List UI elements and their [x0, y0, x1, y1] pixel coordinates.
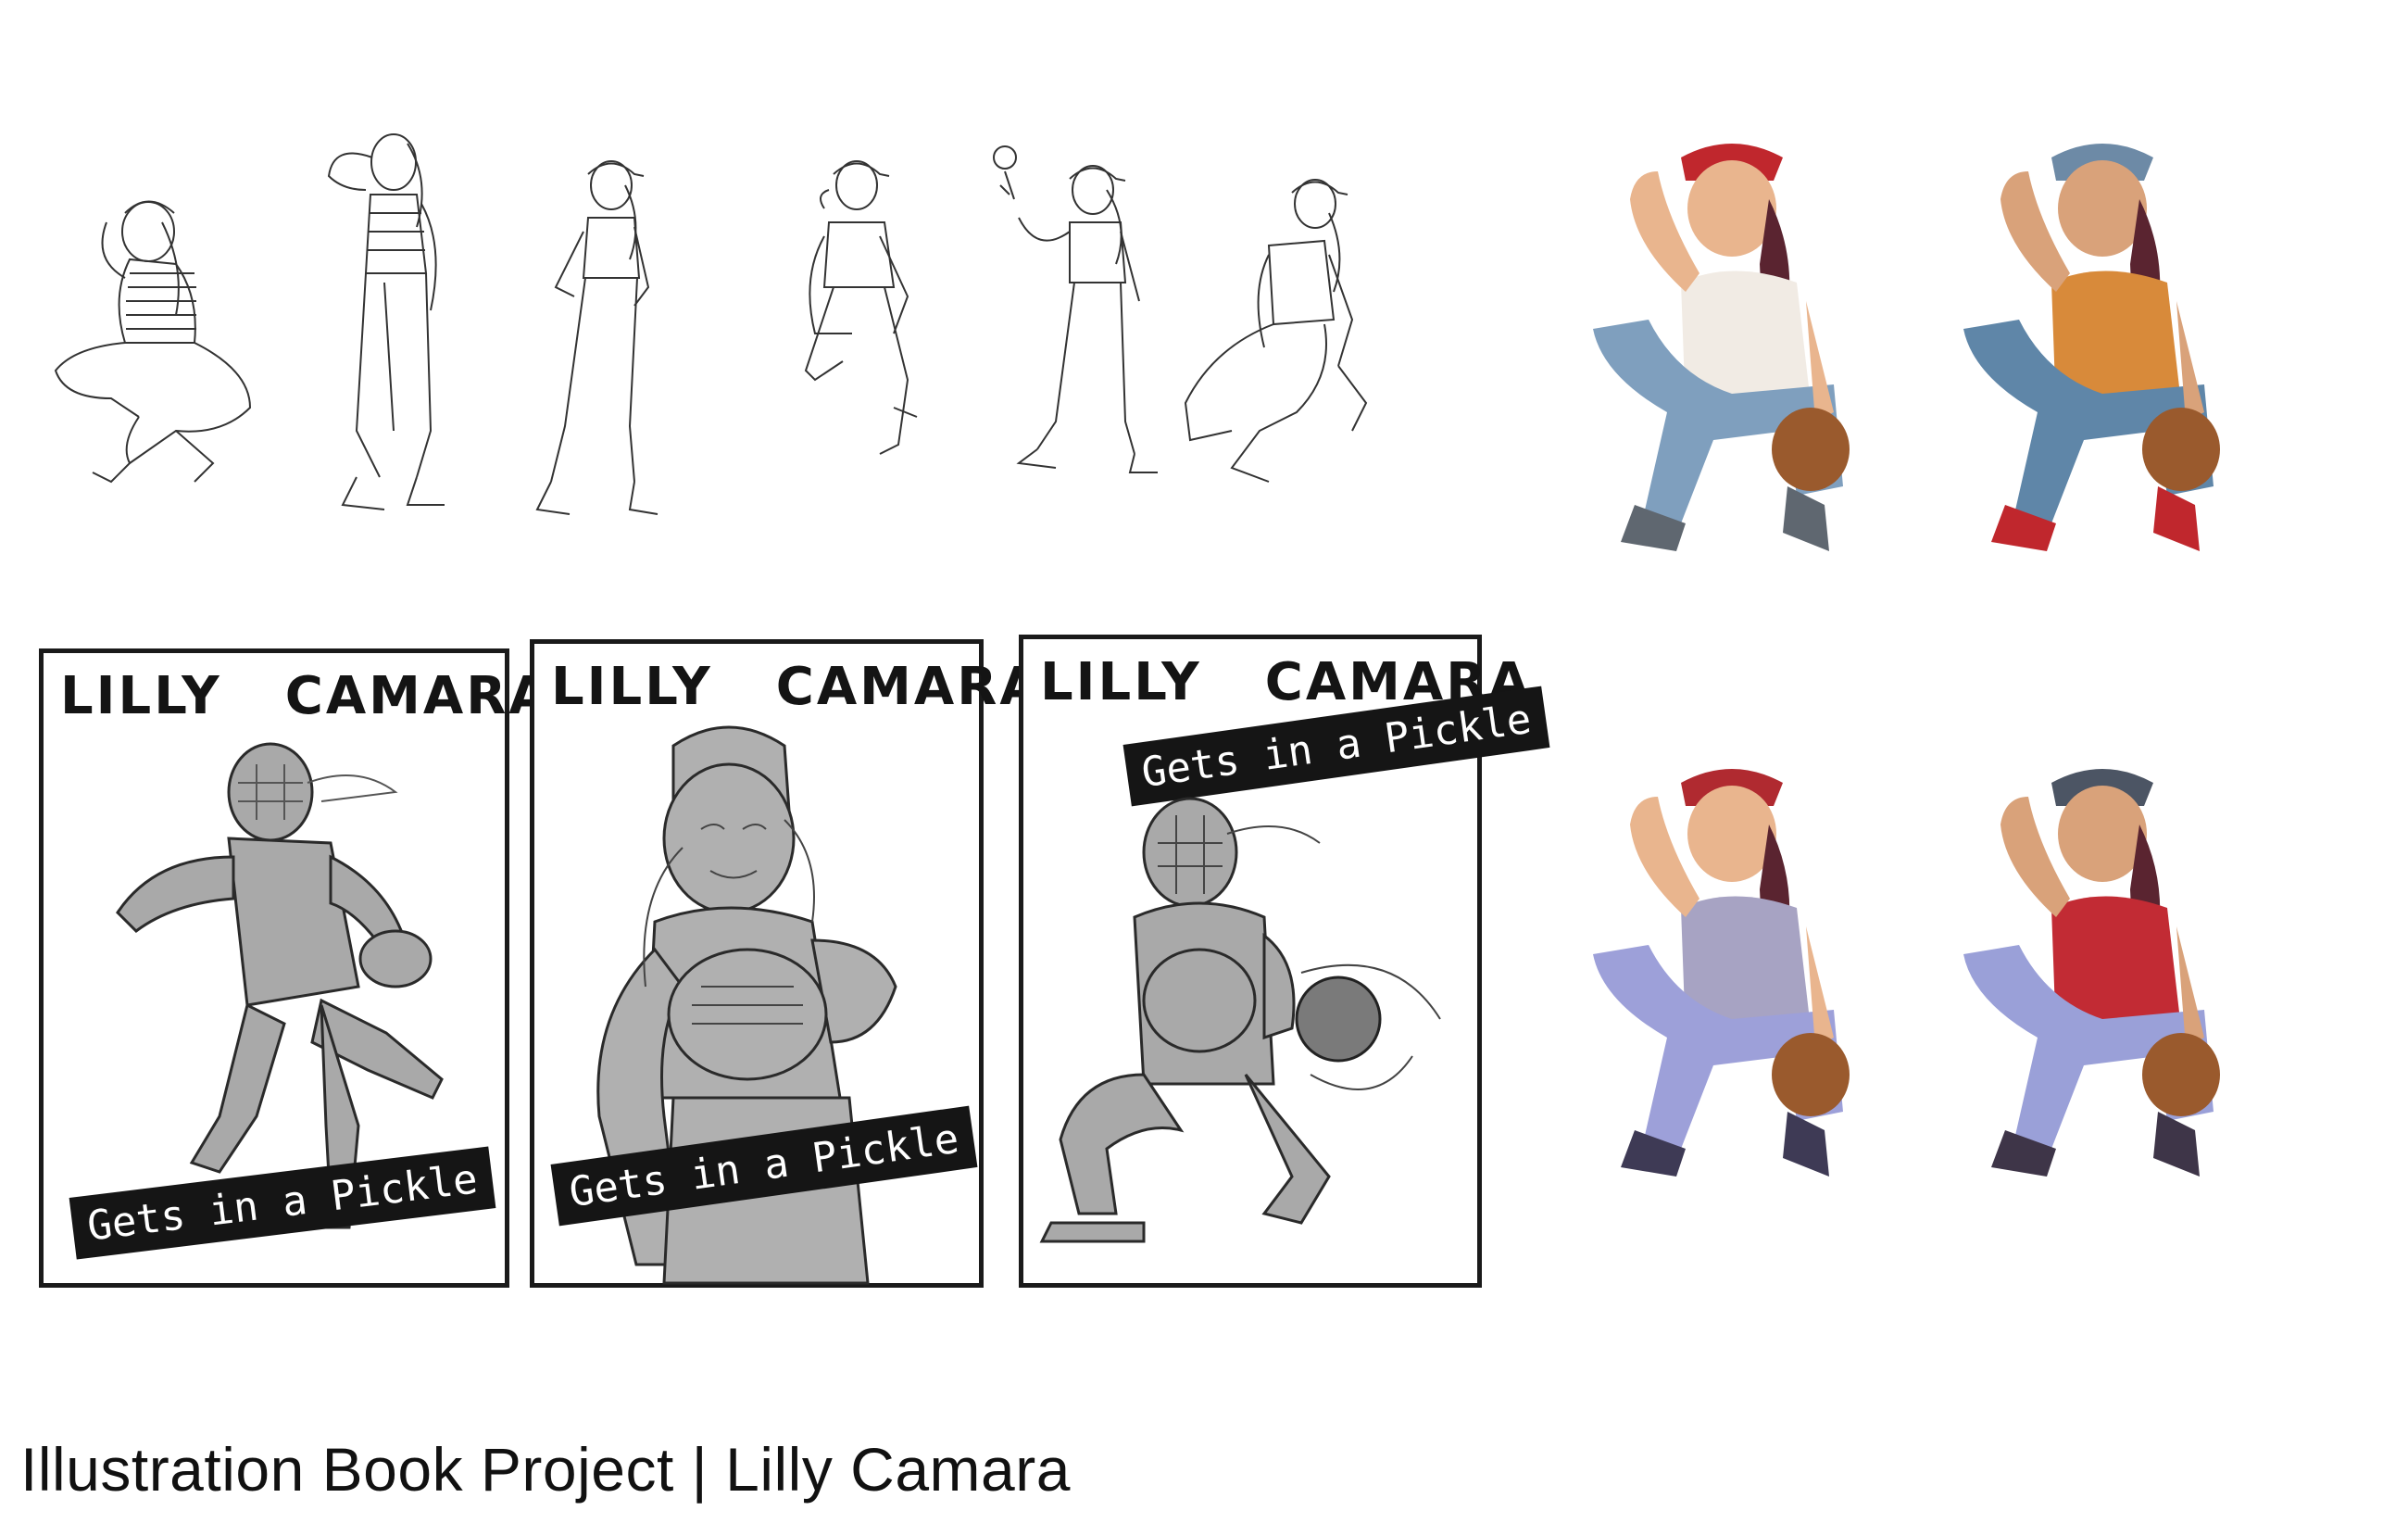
project-caption: Illustration Book Project | Lilly Camara — [20, 1435, 1071, 1504]
cover-art-running-catcher — [116, 742, 444, 1229]
cover-title: LILLY CAMARA — [551, 657, 1043, 717]
cover-thumbnail-3: LILLY CAMARA Gets in a Pickle — [1019, 635, 1550, 1288]
pose-sketch-tossing-ball — [993, 145, 1158, 473]
color-variant-red-cap-lavender-shirt — [1593, 769, 1850, 1177]
cover-art-kneeling-catcher — [1039, 797, 1441, 1243]
pose-sketch-standing-cap — [535, 160, 658, 515]
color-variant-red-cap-cream-shirt — [1593, 144, 1850, 551]
pose-sketch-standing-hand-on-head — [327, 133, 445, 510]
pose-sketch-crouching-cap — [804, 160, 918, 455]
cover-title-first: LILLY — [1040, 652, 1202, 712]
color-variant-blue-cap-orange-shirt — [1963, 144, 2220, 551]
cover-title-last: CAMARA — [775, 657, 1043, 717]
cover-title: LILLY CAMARA — [1040, 652, 1532, 712]
cover-title-first: LILLY — [551, 657, 713, 717]
cover-thumbnail-1: LILLY CAMARA Gets in a Pickle — [39, 648, 549, 1288]
cover-title-first: LILLY — [60, 666, 222, 726]
pose-sketch-sitting — [54, 200, 252, 484]
pose-sketch-leaning-back — [1184, 179, 1368, 483]
cover-thumbnail-2: LILLY CAMARA Gets in a Pickle — [530, 639, 1040, 1288]
cover-title: LILLY CAMARA — [60, 666, 552, 726]
cover-title-last: CAMARA — [284, 666, 552, 726]
color-variant-dark-cap-red-shirt — [1963, 769, 2220, 1177]
